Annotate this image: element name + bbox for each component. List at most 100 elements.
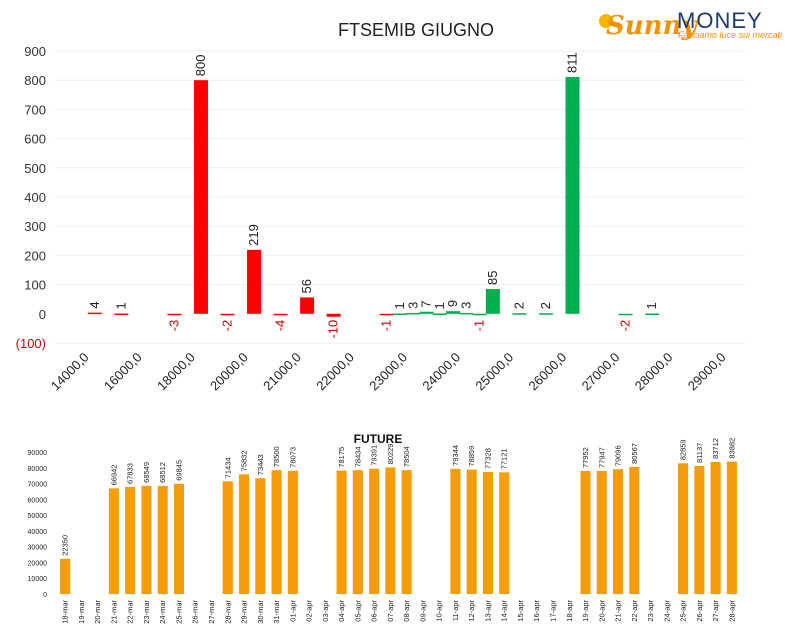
x-tick-label: 22000,0 [313, 350, 357, 394]
future-x-tick-label: 25-apr [679, 600, 688, 622]
future-x-tick-group: 09-apr [418, 600, 427, 622]
future-bar [287, 470, 298, 594]
future-bar-value: 68512 [158, 462, 167, 483]
future-bar-label-group: 78434 [353, 446, 362, 467]
bar-label-group: 4 [87, 301, 102, 308]
future-x-tick-label: 05-apr [353, 600, 362, 622]
x-tick-group: 25000,0 [472, 350, 516, 394]
future-bar-label-group: 71434 [223, 457, 232, 478]
future-chart-title: FUTURE [354, 432, 403, 446]
future-x-tick-group: 16-apr [532, 600, 541, 622]
bar [538, 313, 553, 315]
future-bars: 22350 66942 67833 68549 68512 69845 71434 75832… [60, 438, 737, 594]
logo-sunny: Sunny [606, 11, 698, 41]
future-x-tick-group: 25-mar [174, 600, 183, 624]
future-x-tick-label: 25-mar [174, 600, 183, 624]
x-tick-label: 18000,0 [154, 350, 198, 394]
x-tick-group: 28000,0 [632, 350, 676, 394]
bar-value-label: -10 [326, 320, 341, 339]
future-x-tick-group: 19-apr [581, 600, 590, 622]
future-bar [401, 470, 412, 594]
future-x-tick-group: 23-apr [646, 600, 655, 622]
future-y-tick-label: 20000 [28, 560, 48, 567]
future-x-tick-label: 29-mar [240, 600, 249, 624]
future-bar-label-group: 78073 [288, 447, 297, 468]
future-bar [141, 485, 152, 594]
future-bar-value: 67833 [126, 463, 135, 484]
future-y-tick-label: 30000 [28, 545, 48, 552]
chart-title: FTSEMIB GIUGNO [338, 20, 494, 40]
future-x-tick-group: 22-mar [126, 600, 135, 624]
future-x-tick-label: 28-mar [223, 600, 232, 624]
bar-label-group: -10 [326, 320, 341, 339]
future-bar-label-group: 77947 [597, 447, 606, 468]
future-bar-value: 66942 [109, 465, 118, 486]
x-tick-label: 14000,0 [48, 350, 92, 394]
x-tick-label: 21000,0 [260, 350, 304, 394]
future-y-tick-label: 60000 [28, 497, 48, 504]
future-x-tick-label: 23-apr [646, 600, 655, 622]
bar-label-group: 7 [419, 301, 434, 308]
bar [446, 311, 461, 314]
bar [220, 313, 235, 316]
bar-value-label: -3 [166, 320, 181, 332]
x-tick-group: 16000,0 [101, 350, 145, 394]
future-y-tick-label: 50000 [28, 513, 48, 520]
future-bar [157, 485, 168, 594]
future-x-tick-label: 15-apr [516, 600, 525, 622]
bar-label-group: -1 [379, 320, 394, 332]
bar [459, 312, 474, 315]
future-x-tick-label: 26-mar [191, 600, 200, 624]
bar-label-group: 1 [432, 302, 447, 309]
bar-value-label: -1 [472, 320, 487, 332]
bar-label-group: 219 [246, 224, 261, 246]
bar-label-group: 1 [113, 302, 128, 309]
future-bar [726, 461, 737, 594]
bar-value-label: 1 [113, 302, 128, 309]
bar [167, 313, 182, 316]
future-x-tick-group: 20-mar [93, 600, 102, 624]
x-tick-group: 22000,0 [313, 350, 357, 394]
sun-icon [599, 14, 613, 28]
bar-label-group: 800 [193, 54, 208, 76]
future-bar-value: 78434 [353, 446, 362, 467]
x-tick-group: 14000,0 [48, 350, 92, 394]
future-bar-label-group: 67833 [126, 463, 135, 484]
bar [512, 313, 527, 315]
bar [472, 313, 487, 316]
future-x-tick-label: 18-mar [61, 600, 70, 624]
x-tick-label: 25000,0 [472, 350, 516, 394]
bar-value-label: 800 [193, 54, 208, 76]
y-tick-label: 500 [24, 161, 46, 176]
future-bar [466, 469, 477, 594]
future-x-tick-group: 31-mar [272, 600, 281, 624]
bar [326, 313, 341, 317]
x-tick-label: 27000,0 [579, 350, 623, 394]
bar-value-label: 3 [405, 302, 420, 309]
future-bar-label-group: 75832 [240, 450, 249, 471]
future-x-tick-group: 21-apr [614, 600, 623, 622]
y-tick-label: 100 [24, 278, 46, 293]
y-tick-label: (100) [16, 336, 46, 351]
future-bar [580, 471, 591, 594]
bar [114, 313, 129, 316]
x-tick-label: 16000,0 [101, 350, 145, 394]
future-y-axis: 90000 80000 70000 60000 50000 40000 30000 20000… [28, 450, 48, 599]
future-bar-value: 83712 [711, 438, 720, 459]
future-bar-label-group: 79096 [614, 445, 623, 466]
future-x-tick-group: 28-mar [223, 600, 232, 624]
future-x-tick-label: 03-apr [321, 600, 330, 622]
future-bar-label-group: 80229 [386, 444, 395, 465]
bar-value-label: 9 [445, 300, 460, 307]
future-bar [255, 478, 266, 594]
future-bar [108, 488, 119, 594]
future-bar [222, 481, 233, 594]
future-bar-value: 71434 [223, 457, 232, 478]
bar [393, 313, 407, 316]
future-bar-label-group: 83712 [711, 438, 720, 459]
x-tick-group: 27000,0 [579, 350, 623, 394]
future-x-tick-label: 06-apr [370, 600, 379, 622]
future-x-tick-label: 19-apr [581, 600, 590, 622]
future-bar-label-group: 69845 [174, 460, 183, 481]
